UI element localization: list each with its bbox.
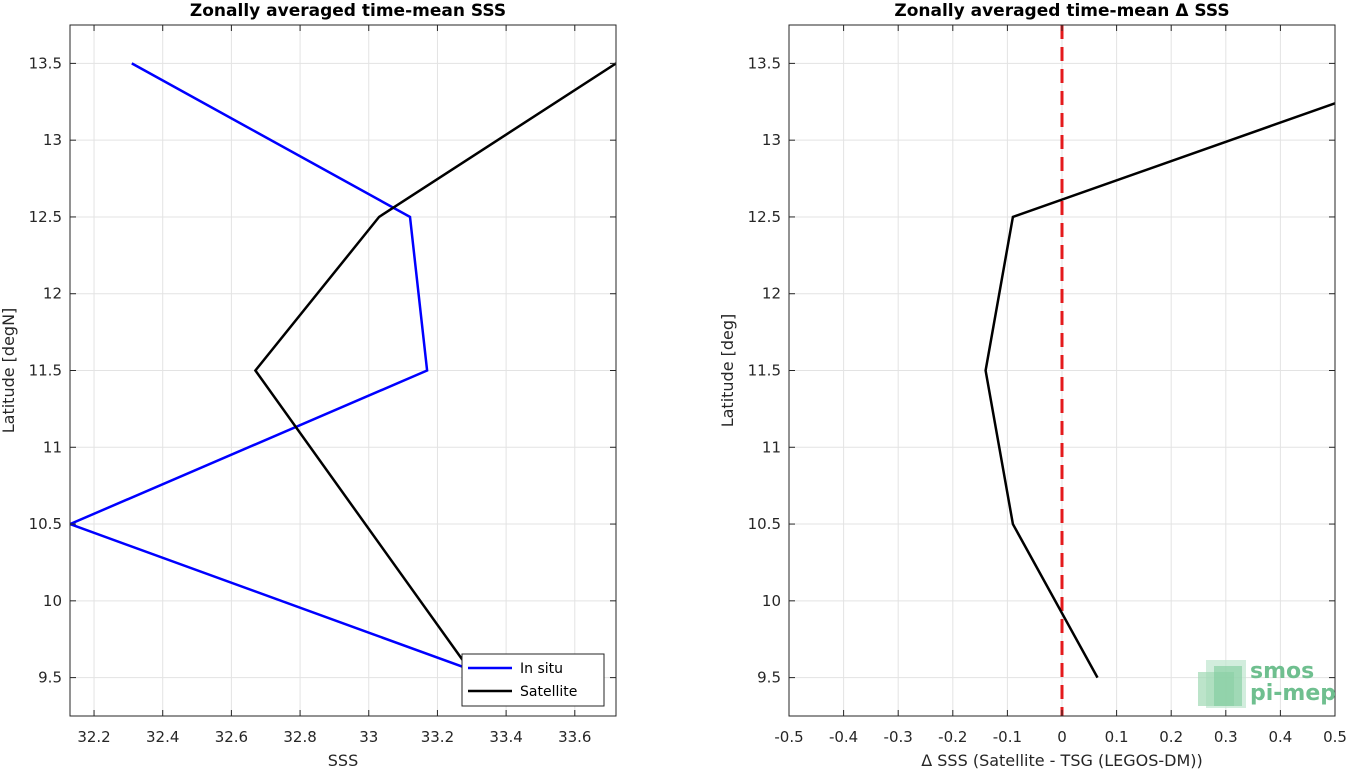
y-tick-label: 9.5 [38,669,62,687]
y-tick-label: 9.5 [757,669,781,687]
y-tick-label: 12 [762,285,781,303]
y-tick-label: 11.5 [29,362,62,380]
y-tick-label: 11 [43,438,62,456]
x-tick-label: 33 [359,728,378,746]
chart-title: Zonally averaged time-mean SSS [190,1,506,21]
series-line-0 [984,102,1335,679]
x-tick-label: -0.1 [993,728,1022,746]
delta-sss-panel: -0.5 -0.4 -0.3 -0.2 -0.1 0 0.1 0.2 0.3 0.4 0.5 9.5 1… [718,1,1347,769]
logo-line2: pi-mep [1250,681,1336,706]
y-axis-label: Latitude [degN] [0,308,18,434]
x-tick-label: -0.3 [884,728,913,746]
x-tick-label: 0.3 [1214,728,1238,746]
x-tick-label: 0.1 [1105,728,1129,746]
series-line-satellite [253,62,616,679]
y-tick-label: 10.5 [29,515,62,533]
y-axis-label: Latitude [deg] [718,314,737,428]
y-tick-label: 11.5 [748,362,781,380]
y-tick-label: 10.5 [748,515,781,533]
legend-label: Satellite [520,684,577,700]
y-tick-label: 13 [762,131,781,149]
series-line-in-situ [70,62,493,679]
y-tick-label: 10 [762,592,781,610]
x-tick-label: 0 [1057,728,1067,746]
x-tick-label: 32.2 [77,728,110,746]
x-tick-label: -0.2 [938,728,967,746]
y-tick-label: 11 [762,438,781,456]
y-tick-label: 13.5 [29,54,62,72]
y-tick-label: 10 [43,592,62,610]
sss-panel: 32.2 32.4 32.6 32.8 33 33.2 33.4 33.6 9.5 10 10.5 1… [0,1,617,769]
chart-title: Zonally averaged time-mean Δ SSS [894,1,1229,21]
logo-line1: smos [1250,659,1314,684]
x-tick-label: 0.4 [1268,728,1292,746]
y-tick-label: 13 [43,131,62,149]
x-tick-label: 32.6 [215,728,248,746]
x-tick-label: 32.4 [146,728,179,746]
x-tick-label: 33.6 [558,728,591,746]
legend-box [461,653,605,707]
smos-pimep-logo: smos pi-mep [1198,659,1336,708]
x-tick-label: 33.4 [489,728,522,746]
y-tick-label: 12 [43,285,62,303]
y-tick-label: 13.5 [748,54,781,72]
x-axis-label: SSS [328,751,358,769]
y-tick-label: 12.5 [748,208,781,226]
x-tick-label: 0.2 [1159,728,1183,746]
x-tick-label: -0.5 [774,728,803,746]
legend-label: In situ [520,661,563,677]
y-tick-label: 12.5 [29,208,62,226]
smos-pimep-logo-icon [1198,660,1246,708]
x-tick-label: 0.5 [1323,728,1347,746]
x-axis-label: Δ SSS (Satellite - TSG (LEGOS-DM)) [921,751,1203,769]
legend: In situ Satellite [461,653,605,707]
x-tick-label: 32.8 [283,728,316,746]
x-tick-label: 33.2 [421,728,454,746]
x-tick-label: -0.4 [829,728,858,746]
